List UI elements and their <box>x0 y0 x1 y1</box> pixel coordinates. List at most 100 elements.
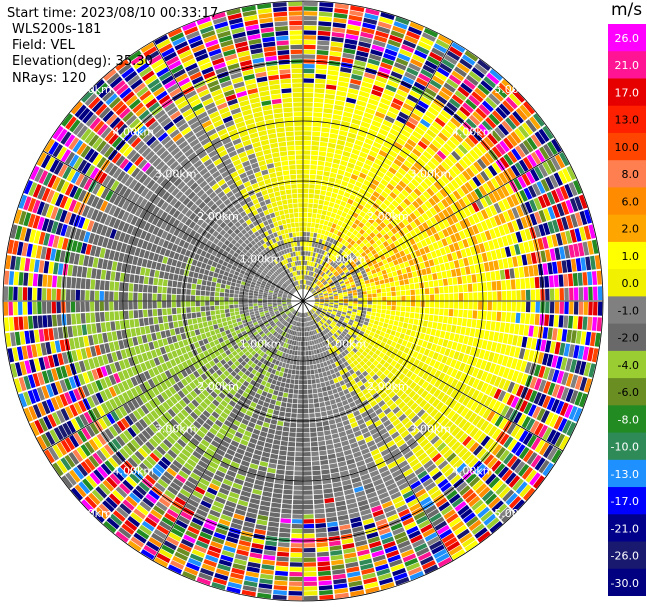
ppi-cell <box>322 371 328 377</box>
ppi-cell <box>351 148 360 156</box>
ppi-cell <box>260 569 274 575</box>
ppi-cell <box>274 434 282 441</box>
ppi-cell <box>315 268 319 274</box>
ppi-cell <box>193 387 202 395</box>
ppi-cell <box>91 489 104 502</box>
ppi-cell <box>372 360 379 367</box>
ppi-cell <box>315 238 320 243</box>
ppi-cell <box>284 333 289 338</box>
ppi-cell <box>324 366 330 372</box>
ppi-cell <box>450 368 458 378</box>
ppi-cell <box>410 58 423 68</box>
ppi-cell <box>357 439 366 446</box>
ppi-cell <box>187 557 202 567</box>
ppi-cell <box>381 162 390 170</box>
ppi-cell <box>314 373 320 379</box>
ppi-cell <box>325 507 336 513</box>
ppi-cell <box>239 395 247 403</box>
ppi-cell <box>372 509 384 518</box>
ppi-cell <box>342 309 347 313</box>
ppi-cell <box>202 495 214 505</box>
ppi-cell <box>406 156 416 165</box>
ppi-cell <box>509 245 516 256</box>
ppi-cell <box>303 428 310 433</box>
ppi-cell <box>472 479 484 491</box>
ppi-cell <box>565 358 573 372</box>
ppi-cell <box>454 524 467 536</box>
ppi-cell <box>163 411 173 421</box>
ppi-cell <box>152 434 162 445</box>
ppi-cell <box>276 334 281 339</box>
ppi-cell <box>156 364 164 374</box>
ppi-cell <box>202 389 210 397</box>
ppi-cell <box>326 252 331 258</box>
ppi-cell <box>398 221 406 229</box>
ppi-cell <box>338 304 343 308</box>
ppi-cell <box>270 399 276 405</box>
ppi-cell <box>446 452 457 463</box>
ppi-cell <box>148 368 156 378</box>
ppi-cell <box>180 538 194 548</box>
ppi-cell <box>561 329 568 342</box>
ppi-cell <box>253 484 263 491</box>
ppi-cell <box>190 472 201 481</box>
ppi-cell <box>401 268 407 274</box>
ppi-cell <box>316 333 320 339</box>
ppi-cell <box>405 284 410 290</box>
ppi-cell <box>510 279 516 290</box>
ppi-cell <box>223 363 230 370</box>
ppi-cell <box>318 282 323 287</box>
ppi-cell <box>396 478 407 487</box>
ppi-cell <box>310 282 314 287</box>
ppi-cell <box>294 466 303 471</box>
ppi-cell <box>291 528 303 534</box>
ppi-cell <box>476 417 486 429</box>
ppi-cell <box>417 256 424 263</box>
ppi-cell <box>322 317 327 322</box>
ppi-cell <box>533 364 541 377</box>
ppi-cell <box>476 222 484 233</box>
ppi-cell <box>591 348 599 363</box>
ppi-cell <box>465 439 476 450</box>
ppi-cell <box>306 227 311 232</box>
ppi-cell <box>330 285 336 289</box>
ppi-cell <box>393 259 399 266</box>
ppi-cell <box>335 265 340 271</box>
ppi-cell <box>318 321 323 326</box>
ppi-cell <box>542 395 551 409</box>
ppi-cell <box>519 104 532 118</box>
ppi-cell <box>506 290 512 301</box>
ppi-cell <box>314 302 320 304</box>
ppi-cell <box>314 304 319 306</box>
ppi-cell <box>415 295 420 301</box>
ppi-cell <box>388 334 395 341</box>
ppi-cell <box>44 449 55 464</box>
ppi-cell <box>250 401 257 408</box>
ppi-cell <box>584 209 592 224</box>
ppi-cell <box>343 111 353 118</box>
ppi-cell <box>276 464 286 470</box>
ppi-cell <box>135 396 144 407</box>
ppi-cell <box>306 336 310 341</box>
ppi-cell <box>383 436 393 444</box>
ppi-cell <box>121 380 130 391</box>
ppi-cell <box>384 252 390 259</box>
ppi-cell <box>437 391 446 401</box>
ppi-cell <box>154 463 165 474</box>
ppi-cell <box>367 344 373 350</box>
ppi-cell <box>232 435 242 443</box>
ppi-cell <box>120 417 130 429</box>
ppi-cell <box>365 107 376 115</box>
ppi-cell <box>257 328 263 333</box>
ppi-cell <box>335 144 344 151</box>
ppi-cell <box>350 240 356 246</box>
ppi-cell <box>198 392 206 401</box>
ppi-cell <box>534 211 542 224</box>
ppi-cell <box>461 54 476 66</box>
ppi-cell <box>330 313 336 317</box>
ppi-cell <box>450 224 458 234</box>
ppi-cell <box>245 336 251 342</box>
ppi-cell <box>370 282 376 287</box>
ppi-cell <box>341 351 347 357</box>
ppi-cell <box>73 388 82 401</box>
